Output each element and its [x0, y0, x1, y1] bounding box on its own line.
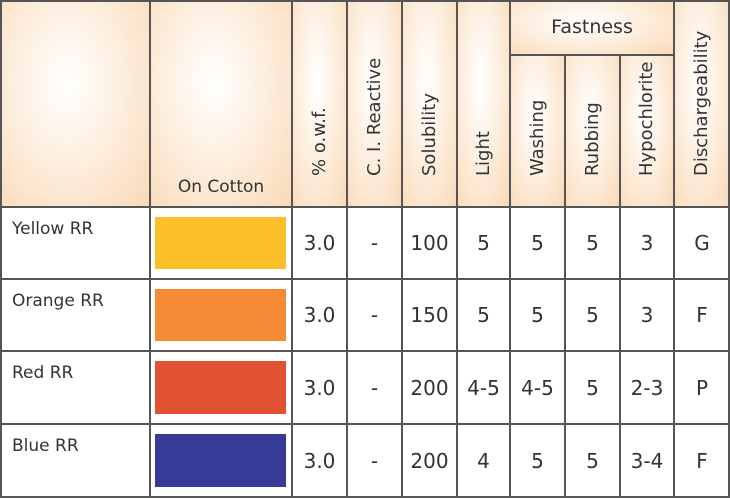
header-ci-reactive-cell: C. I. Reactive [347, 0, 402, 207]
grid-line [456, 0, 458, 498]
header-owf-cell: % o.w.f. [292, 0, 347, 207]
header-solubility-cell: Solubility [402, 0, 457, 207]
grid-line [149, 0, 151, 498]
ci-reactive-value: - [370, 375, 379, 400]
header-dischargeability-cell: Dischargeability [674, 0, 730, 207]
header-washing-cell: Washing [510, 55, 565, 207]
solubility-value: 150 [410, 303, 449, 327]
header-owf: % o.w.f. [308, 107, 330, 176]
grid-line [564, 55, 566, 498]
header-light: Light [472, 131, 494, 176]
washing-value: 5 [531, 303, 544, 327]
grid-line [291, 0, 293, 498]
grid-line [0, 0, 2, 498]
light-value: 5 [477, 231, 490, 255]
solubility-value: 200 [410, 448, 449, 473]
header-on-cotton-cell: On Cotton [150, 0, 292, 207]
header-washing: Washing [526, 99, 548, 176]
rubbing-value: 5 [586, 303, 599, 327]
grid-line [728, 0, 730, 498]
solubility-value: 200 [410, 375, 449, 400]
header-solubility: Solubility [418, 93, 440, 176]
color-swatch [155, 434, 286, 487]
owf-value: 3.0 [303, 303, 336, 327]
dye-name: Orange RR [12, 291, 104, 311]
header-dischargeability: Dischargeability [691, 30, 712, 176]
grid-line [509, 0, 511, 498]
washing-value: 5 [531, 231, 544, 255]
grid-line [0, 206, 730, 208]
grid-line [346, 0, 348, 498]
grid-line [401, 0, 403, 498]
dye-name: Red RR [12, 363, 74, 383]
dischargeability-value: P [695, 375, 709, 400]
hypochlorite-value: 3 [640, 303, 654, 327]
header-light-cell: Light [457, 0, 510, 207]
grid-line [510, 54, 674, 56]
grid-line [0, 350, 730, 352]
header-rubbing: Rubbing [581, 102, 603, 176]
header-hypochlorite-cell: Hypochlorite [620, 55, 674, 207]
grid-line [0, 0, 730, 2]
rubbing-value: 5 [586, 375, 599, 400]
rubbing-value: 5 [586, 231, 599, 255]
header-rubbing-cell: Rubbing [565, 55, 620, 207]
header-fastness-cell: Fastness [510, 0, 674, 55]
header-on-cotton: On Cotton [177, 177, 265, 197]
owf-value: 3.0 [303, 448, 336, 473]
washing-value: 4-5 [521, 375, 554, 400]
owf-value: 3.0 [303, 231, 336, 255]
header-fastness: Fastness [551, 16, 633, 38]
grid-line [619, 55, 621, 498]
dischargeability-value: G [694, 231, 710, 255]
dye-name: Yellow RR [12, 219, 94, 239]
header-ci-reactive: C. I. Reactive [363, 57, 385, 176]
ci-reactive-value: - [370, 231, 379, 255]
grid-line [0, 496, 730, 498]
ci-reactive-value: - [370, 303, 379, 327]
rubbing-value: 5 [586, 448, 599, 473]
dischargeability-value: F [696, 448, 708, 473]
color-swatch [155, 361, 286, 414]
header-name-cell [0, 0, 150, 207]
ci-reactive-value: - [370, 448, 379, 473]
grid-line [673, 0, 675, 498]
color-swatch [155, 289, 286, 341]
color-swatch [155, 217, 286, 269]
hypochlorite-value: 3 [640, 231, 654, 255]
grid-line [0, 423, 730, 425]
hypochlorite-value: 3-4 [630, 448, 664, 473]
hypochlorite-value: 2-3 [630, 375, 664, 400]
owf-value: 3.0 [303, 375, 336, 400]
grid-line [0, 278, 730, 280]
light-value: 5 [477, 303, 490, 327]
washing-value: 5 [531, 448, 544, 473]
header-hypochlorite: Hypochlorite [636, 61, 657, 176]
dye-name: Blue RR [12, 436, 79, 456]
solubility-value: 100 [410, 231, 449, 255]
light-value: 4 [477, 448, 490, 473]
dischargeability-value: F [696, 303, 708, 327]
light-value: 4-5 [467, 375, 500, 400]
